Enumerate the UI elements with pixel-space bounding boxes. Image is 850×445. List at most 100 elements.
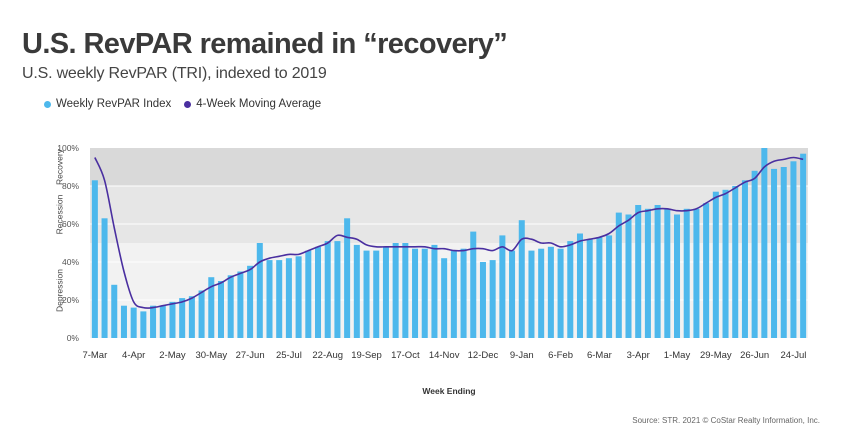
legend-label-moving-average: 4-Week Moving Average bbox=[196, 98, 322, 110]
bar bbox=[421, 248, 428, 338]
x-tick-label: 26-Jun bbox=[740, 350, 769, 361]
bar bbox=[412, 248, 419, 338]
y-tick-label: 80% bbox=[62, 181, 79, 191]
bar bbox=[324, 241, 331, 338]
bar bbox=[644, 208, 651, 338]
bar bbox=[606, 235, 613, 338]
bar bbox=[101, 218, 108, 338]
bar bbox=[470, 231, 477, 338]
bar bbox=[169, 301, 176, 338]
legend-item-weekly: Weekly RevPAR Index bbox=[44, 98, 171, 110]
y-tick-label: 20% bbox=[62, 295, 79, 305]
chart-legend: Weekly RevPAR Index 4-Week Moving Averag… bbox=[44, 98, 334, 110]
x-tick-label: 7-Mar bbox=[82, 350, 107, 361]
bar bbox=[586, 239, 593, 338]
bar bbox=[518, 220, 525, 338]
legend-item-moving-average: 4-Week Moving Average bbox=[184, 98, 321, 110]
bar bbox=[567, 241, 574, 338]
bar bbox=[198, 290, 205, 338]
bar bbox=[208, 277, 215, 338]
bar bbox=[266, 260, 273, 338]
bar bbox=[800, 153, 807, 338]
x-axis-title: Week Ending bbox=[422, 386, 475, 396]
bar bbox=[732, 186, 739, 338]
bar bbox=[373, 250, 380, 338]
bar bbox=[150, 305, 157, 338]
bar bbox=[227, 275, 234, 338]
bar bbox=[450, 250, 457, 338]
bar bbox=[722, 189, 729, 338]
y-tick-label: 60% bbox=[62, 219, 79, 229]
bar bbox=[528, 250, 535, 338]
x-tick-label: 17-Oct bbox=[391, 350, 420, 361]
bar bbox=[625, 214, 632, 338]
bar bbox=[179, 298, 186, 338]
bar bbox=[247, 265, 254, 338]
bar bbox=[538, 248, 545, 338]
bar bbox=[344, 218, 351, 338]
legend-label-weekly: Weekly RevPAR Index bbox=[56, 98, 172, 110]
bar bbox=[761, 148, 768, 338]
bar bbox=[353, 244, 360, 338]
bar bbox=[712, 191, 719, 338]
x-tick-label: 1-May bbox=[664, 350, 691, 361]
bar bbox=[188, 296, 195, 338]
bar bbox=[276, 260, 283, 338]
band-label-depression: Depression bbox=[54, 269, 64, 312]
bar bbox=[499, 235, 506, 338]
bar bbox=[256, 243, 263, 338]
x-tick-label: 22-Aug bbox=[312, 350, 343, 361]
bar bbox=[382, 246, 389, 338]
bar bbox=[557, 248, 564, 338]
bar bbox=[402, 243, 409, 338]
bar bbox=[596, 237, 603, 338]
bar bbox=[741, 180, 748, 338]
bar bbox=[547, 246, 554, 338]
bar bbox=[615, 212, 622, 338]
bar bbox=[479, 262, 486, 338]
chart-title: U.S. RevPAR remained in “recovery” bbox=[22, 28, 508, 60]
bar bbox=[140, 311, 147, 338]
bar bbox=[237, 271, 244, 338]
bar bbox=[120, 305, 127, 338]
y-tick-label: 40% bbox=[62, 257, 79, 267]
bar bbox=[431, 244, 438, 338]
y-tick-label: 0% bbox=[67, 333, 80, 343]
bar bbox=[392, 243, 399, 338]
legend-swatch-moving-average bbox=[184, 100, 192, 108]
bar bbox=[363, 250, 370, 338]
bar bbox=[693, 208, 700, 338]
bar bbox=[460, 248, 467, 338]
bar bbox=[91, 180, 98, 338]
bar bbox=[217, 281, 224, 338]
bar bbox=[654, 205, 661, 338]
x-tick-label: 14-Nov bbox=[429, 350, 460, 361]
bar bbox=[751, 170, 758, 338]
source-note: Source: STR. 2021 © CoStar Realty Inform… bbox=[632, 416, 820, 425]
bar bbox=[576, 233, 583, 338]
x-tick-label: 30-May bbox=[195, 350, 227, 361]
band-label-recovery: Recovery bbox=[54, 148, 64, 185]
band-label-recession: Recession bbox=[54, 194, 64, 234]
bar bbox=[509, 250, 516, 338]
x-tick-label: 24-Jul bbox=[781, 350, 807, 361]
x-tick-label: 6-Feb bbox=[548, 350, 573, 361]
bar bbox=[780, 167, 787, 338]
bar bbox=[285, 258, 292, 338]
x-tick-label: 6-Mar bbox=[587, 350, 612, 361]
bar bbox=[315, 246, 322, 338]
bar bbox=[489, 260, 496, 338]
legend-swatch-weekly bbox=[44, 100, 51, 108]
bar bbox=[441, 258, 448, 338]
bar bbox=[683, 208, 690, 338]
y-tick-label: 100% bbox=[57, 143, 79, 153]
bar bbox=[674, 214, 681, 338]
chart-subtitle: U.S. weekly RevPAR (TRI), indexed to 201… bbox=[22, 65, 327, 82]
bar bbox=[664, 208, 671, 338]
bar bbox=[130, 307, 137, 338]
band-recession bbox=[90, 186, 808, 243]
moving-average-line bbox=[94, 156, 804, 309]
bar bbox=[295, 256, 302, 338]
band-recovery bbox=[90, 148, 808, 186]
